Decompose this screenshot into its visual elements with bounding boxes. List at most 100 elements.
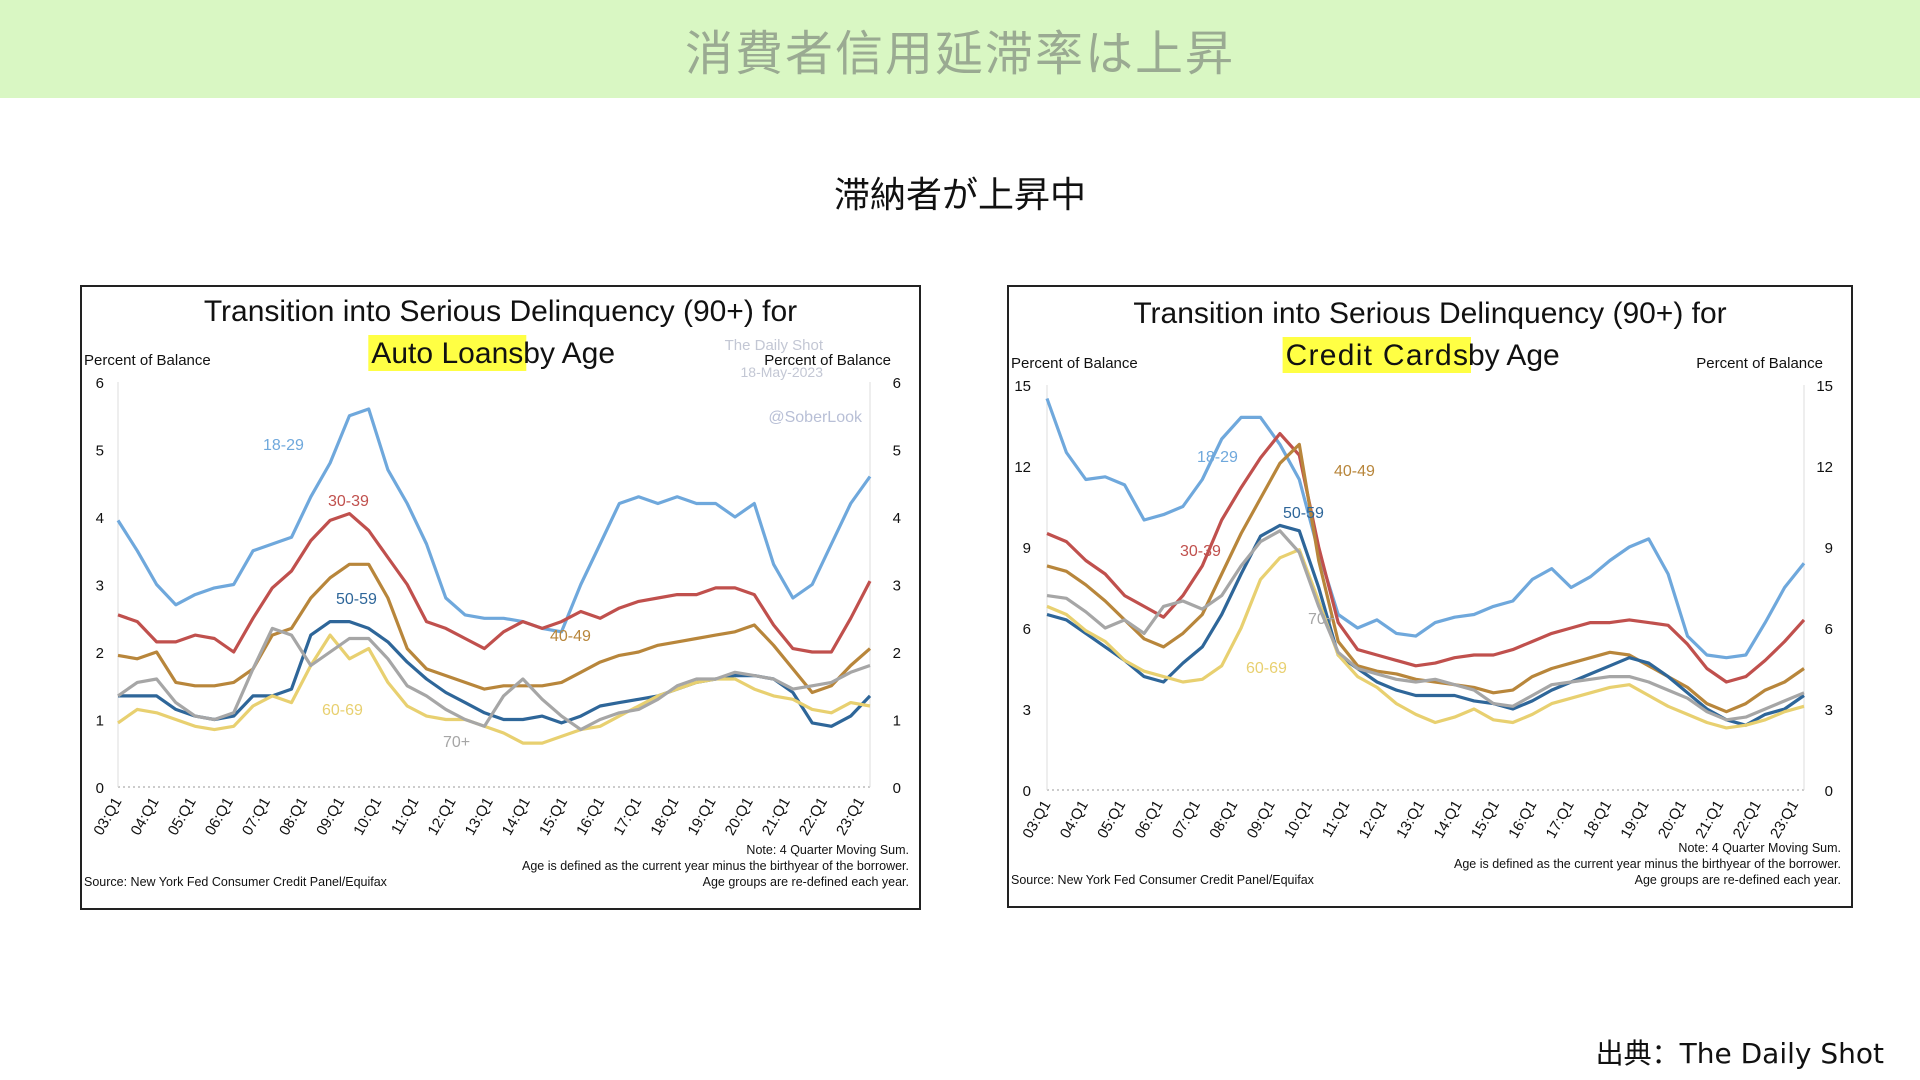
auto-xtick-label: 15:Q1 — [536, 795, 571, 839]
auto-note-3: Age groups are re-defined each year. — [703, 875, 909, 889]
source-credit: 出典：The Daily Shot — [1595, 1037, 1884, 1070]
cc-chart-title: Transition into Serious Delinquency (90+… — [1133, 297, 1726, 330]
auto-series-line-18-29 — [116, 407, 872, 634]
auto-xtick-label: 03:Q1 — [90, 795, 125, 839]
cc-ytick-left: 9 — [1023, 540, 1031, 557]
auto-series-label-50-59: 50-59 — [336, 591, 377, 608]
auto-ytick-right: 2 — [893, 645, 901, 662]
cc-xtick-label: 23:Q1 — [1767, 798, 1802, 842]
auto-watermark-handle: @SoberLook — [768, 409, 863, 426]
cc-series-label-50-59: 50-59 — [1283, 505, 1324, 522]
auto-source-note: Source: New York Fed Consumer Credit Pan… — [84, 875, 388, 889]
cc-series-label-18-29: 18-29 — [1197, 449, 1238, 466]
auto-ytick-right: 5 — [893, 443, 901, 460]
cc-series-label-30-39: 30-39 — [1180, 543, 1221, 560]
cc-xtick-label: 19:Q1 — [1617, 798, 1652, 842]
cc-title-highlight — [1282, 337, 1471, 373]
cc-series-label-40-49: 40-49 — [1334, 463, 1375, 480]
auto-series-label-70+: 70+ — [443, 734, 470, 751]
auto-ytick-right: 1 — [893, 713, 901, 730]
auto-series-label-60-69: 60-69 — [322, 702, 363, 719]
auto-series-label-30-39: 30-39 — [328, 493, 369, 510]
slide-subtitle: 滞納者が上昇中 — [833, 175, 1086, 216]
auto-ytick-left: 4 — [96, 510, 104, 527]
cc-xtick-label: 18:Q1 — [1580, 798, 1615, 842]
cc-ytick-left: 0 — [1023, 783, 1031, 800]
auto-ytick-right: 0 — [893, 780, 901, 797]
cc-xtick-label: 04:Q1 — [1057, 798, 1092, 842]
cc-ylabel-right: Percent of Balance — [1696, 355, 1823, 372]
cc-ytick-right: 15 — [1816, 378, 1833, 395]
auto-ytick-right: 3 — [893, 578, 901, 595]
auto-title-highlight-text: Auto Loans — [371, 337, 523, 370]
auto-ytick-left: 5 — [96, 443, 104, 460]
auto-xtick-label: 22:Q1 — [796, 795, 831, 839]
cc-xtick-label: 14:Q1 — [1431, 798, 1466, 842]
cc-xtick-label: 06:Q1 — [1131, 798, 1166, 842]
auto-ytick-left: 2 — [96, 645, 104, 662]
auto-series-line-60-69 — [117, 633, 871, 745]
auto-xtick-label: 10:Q1 — [350, 795, 385, 839]
slide-title: 消費者信用延滞率は上昇 — [684, 26, 1235, 82]
auto-xtick-label: 06:Q1 — [202, 795, 237, 839]
auto-title-highlight — [368, 335, 527, 371]
auto-ytick-left: 1 — [96, 713, 104, 730]
cc-ytick-right: 12 — [1816, 459, 1833, 476]
auto-series-line-30-39 — [117, 512, 872, 654]
auto-xtick-label: 17:Q1 — [610, 795, 645, 839]
auto-xtick-label: 07:Q1 — [239, 795, 274, 839]
cc-series-line-18-29 — [1045, 397, 1806, 660]
cc-series-line-30-39 — [1046, 432, 1806, 684]
credit-cards-chart-panel: Transition into Serious Delinquency (90+… — [1007, 285, 1853, 908]
cc-xtick-label: 05:Q1 — [1094, 798, 1129, 842]
cc-xtick-label: 09:Q1 — [1244, 798, 1279, 842]
auto-xtick-label: 16:Q1 — [573, 795, 608, 839]
cc-note-2: Age is defined as the current year minus… — [1454, 857, 1841, 871]
auto-series-line-70+ — [117, 626, 871, 732]
cc-source-note: Source: New York Fed Consumer Credit Pan… — [1011, 873, 1315, 887]
auto-xtick-label: 13:Q1 — [462, 795, 497, 839]
auto-loans-chart: Transition into Serious Delinquency (90+… — [84, 295, 909, 889]
auto-series-line-50-59 — [118, 620, 872, 728]
cc-xtick-label: 03:Q1 — [1019, 798, 1054, 842]
auto-series-line-40-49 — [117, 562, 872, 695]
auto-ytick-left: 3 — [96, 578, 104, 595]
auto-title-suffix: by Age — [523, 337, 615, 370]
auto-watermark-date: 18-May-2023 — [741, 364, 824, 380]
auto-xtick-label: 05:Q1 — [165, 795, 200, 839]
cc-series-line-40-49 — [1046, 442, 1805, 714]
cc-xtick-label: 22:Q1 — [1730, 798, 1765, 842]
auto-xtick-label: 12:Q1 — [425, 795, 460, 839]
auto-xtick-label: 23:Q1 — [833, 795, 868, 839]
auto-chart-title: Transition into Serious Delinquency (90+… — [204, 295, 797, 328]
cc-series-label-60-69: 60-69 — [1246, 660, 1287, 677]
cc-xtick-label: 13:Q1 — [1393, 798, 1428, 842]
auto-note-1: Note: 4 Quarter Moving Sum. — [746, 843, 909, 857]
cc-xtick-label: 08:Q1 — [1206, 798, 1241, 842]
auto-xtick-label: 14:Q1 — [499, 795, 534, 839]
cc-note-3: Age groups are re-defined each year. — [1635, 873, 1841, 887]
cc-ytick-left: 12 — [1014, 459, 1031, 476]
auto-watermark-brand: The Daily Shot — [725, 337, 824, 354]
auto-xtick-label: 11:Q1 — [388, 795, 423, 838]
credit-cards-chart: Transition into Serious Delinquency (90+… — [1011, 297, 1841, 887]
cc-xtick-label: 10:Q1 — [1281, 798, 1316, 842]
cc-xtick-label: 07:Q1 — [1169, 798, 1204, 842]
auto-xtick-label: 19:Q1 — [684, 795, 719, 839]
cc-xtick-label: 21:Q1 — [1692, 798, 1727, 842]
cc-series-line-70+ — [1046, 529, 1805, 722]
cc-ytick-right: 0 — [1825, 783, 1833, 800]
auto-ylabel-right: Percent of Balance — [764, 352, 891, 369]
cc-xtick-label: 20:Q1 — [1655, 798, 1690, 842]
header-banner: 消費者信用延滞率は上昇 — [0, 0, 1920, 98]
cc-series-line-60-69 — [1046, 548, 1805, 730]
cc-xtick-label: 16:Q1 — [1505, 798, 1540, 842]
cc-title-highlight-text: Credit Cards — [1286, 339, 1468, 372]
auto-series-label-18-29: 18-29 — [263, 437, 304, 454]
auto-xtick-label: 04:Q1 — [127, 795, 162, 839]
cc-xtick-label: 12:Q1 — [1356, 798, 1391, 842]
auto-ylabel-left: Percent of Balance — [84, 352, 211, 369]
auto-xtick-label: 08:Q1 — [276, 795, 311, 839]
cc-ytick-right: 3 — [1825, 702, 1833, 719]
cc-ytick-left: 3 — [1023, 702, 1031, 719]
